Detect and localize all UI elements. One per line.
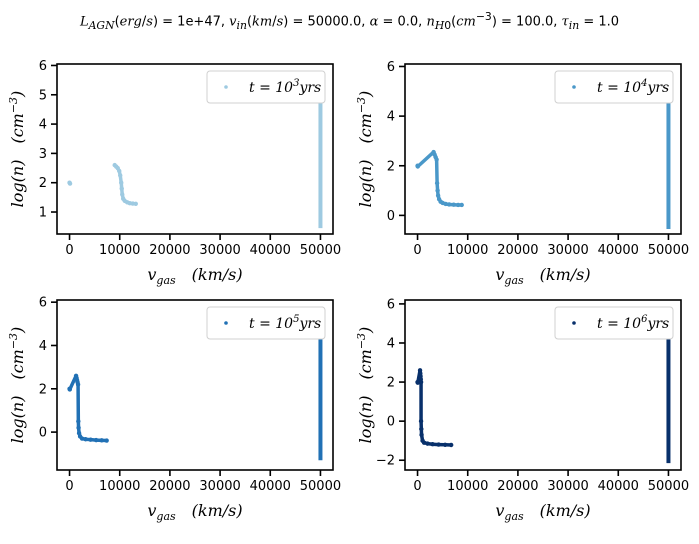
x-axis-label: vgas (km/s) — [495, 501, 590, 523]
legend-marker — [224, 321, 228, 325]
x-tick-label: 50000 — [648, 479, 689, 494]
legend-box — [554, 306, 674, 340]
data-trace — [67, 180, 72, 186]
subplot-4: 0 10000 20000 30000 40000 50000 −2 0 2 4 6 vgas (km… — [355, 297, 689, 523]
legend-marker — [572, 85, 576, 89]
x-tick-label: 30000 — [547, 243, 588, 258]
x-tick-label: 40000 — [250, 479, 291, 494]
x-tick-label: 50000 — [300, 243, 341, 258]
x-tick-label: 0 — [65, 479, 73, 494]
data-trace — [416, 150, 436, 169]
y-tick-label: 6 — [39, 59, 47, 74]
y-axis-label: log(n) (cm−3) — [355, 91, 375, 208]
x-tick-label: 20000 — [149, 479, 190, 494]
y-tick-label: 4 — [387, 110, 395, 125]
x-tick-label: 30000 — [547, 479, 588, 494]
x-tick-label: 50000 — [648, 243, 689, 258]
x-tick-label: 10000 — [99, 479, 140, 494]
y-tick-label: 4 — [39, 118, 47, 133]
x-tick-label: 20000 — [497, 243, 538, 258]
y-tick-label: 2 — [39, 382, 47, 397]
x-tick-label: 10000 — [447, 243, 488, 258]
y-axis-label: log(n) (cm−3) — [7, 91, 27, 208]
y-tick-label: 6 — [387, 60, 395, 75]
y-tick-label: 2 — [39, 176, 47, 191]
x-axis-label: vgas (km/s) — [147, 501, 242, 523]
x-tick-label: 40000 — [250, 243, 291, 258]
y-tick-label: 1 — [39, 206, 47, 221]
x-tick-label: 20000 — [497, 479, 538, 494]
legend-label: t = 103yrs — [249, 78, 321, 96]
legend-label: t = 106yrs — [597, 314, 669, 332]
legend-marker — [224, 85, 228, 89]
y-tick-label: 0 — [39, 426, 47, 441]
subplot-1: 0 10000 20000 30000 40000 50000 1 2 3 4 5 6 vgas (km… — [7, 59, 341, 287]
x-tick-label: 30000 — [199, 479, 240, 494]
axes-frame — [56, 63, 334, 235]
y-tick-label: 4 — [387, 336, 395, 351]
x-tick-label: 10000 — [99, 243, 140, 258]
legend-marker — [572, 321, 576, 325]
x-tick-label: 50000 — [300, 479, 341, 494]
axes-frame — [404, 299, 682, 471]
axes-frame — [56, 299, 334, 471]
x-tick-label: 20000 — [149, 243, 190, 258]
legend-label: t = 105yrs — [249, 314, 321, 332]
x-tick-label: 0 — [65, 243, 73, 258]
x-tick-label: 10000 — [447, 479, 488, 494]
y-tick-label: 6 — [387, 297, 395, 312]
data-trace — [434, 157, 439, 185]
y-tick-label: −2 — [376, 454, 395, 469]
y-tick-label: 2 — [387, 159, 395, 174]
x-tick-label: 0 — [413, 479, 421, 494]
y-tick-label: 0 — [387, 415, 395, 430]
y-tick-label: 3 — [39, 147, 47, 162]
y-tick-label: 6 — [39, 296, 47, 311]
x-tick-label: 30000 — [199, 243, 240, 258]
legend-box — [554, 70, 674, 104]
figure-suptitle: LAGN(erg/s) = 1e+47, vin(km/s) = 50000.0… — [79, 10, 620, 32]
legend-box — [206, 70, 326, 104]
y-axis-label: log(n) (cm−3) — [7, 327, 27, 444]
subplot-3: 0 10000 20000 30000 40000 50000 0 2 4 6 vgas (km/s… — [7, 296, 341, 523]
x-tick-label: 40000 — [598, 243, 639, 258]
series-1 — [415, 307, 671, 464]
legend-label: t = 104yrs — [597, 78, 669, 96]
y-tick-label: 5 — [39, 88, 47, 103]
y-tick-label: 0 — [387, 209, 395, 224]
x-axis-label: vgas (km/s) — [495, 265, 590, 287]
y-tick-label: 4 — [39, 339, 47, 354]
axes-frame — [404, 63, 682, 235]
x-tick-label: 0 — [413, 243, 421, 258]
x-tick-label: 40000 — [598, 479, 639, 494]
y-tick-label: 2 — [387, 376, 395, 391]
subplot-2: 0 10000 20000 30000 40000 50000 0 2 4 6 vgas (km/s… — [355, 60, 689, 287]
legend-box — [206, 306, 326, 340]
x-axis-label: vgas (km/s) — [147, 265, 242, 287]
y-axis-label: log(n) (cm−3) — [355, 327, 375, 444]
